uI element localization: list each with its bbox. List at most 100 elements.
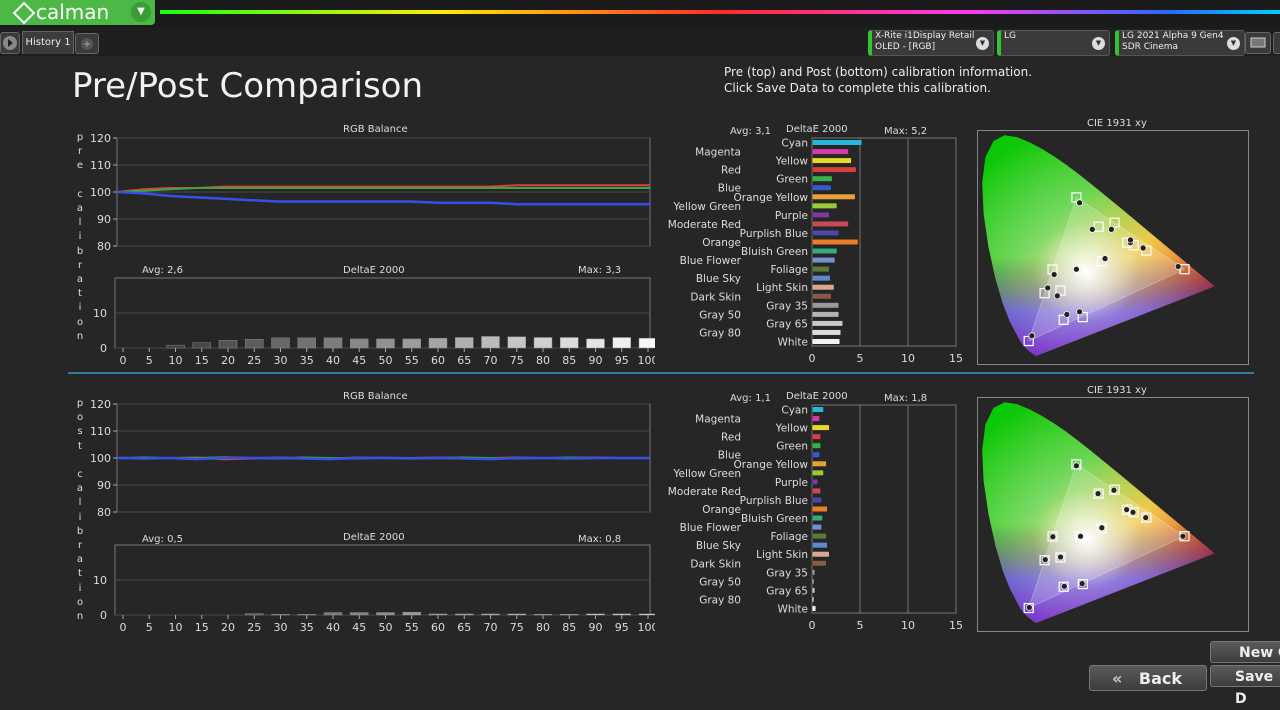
y-tick-label: 120 bbox=[90, 400, 111, 411]
bar bbox=[811, 175, 833, 182]
chevron-down-icon: ▼ bbox=[1227, 37, 1240, 50]
extra-button[interactable] bbox=[1273, 32, 1280, 54]
tab-history-1[interactable]: History 1 bbox=[22, 31, 74, 54]
display-select[interactable]: LG 2021 Alpha 9 Gen4 SDR Cinema ▼ bbox=[1115, 30, 1245, 56]
side-label-char: c bbox=[77, 188, 83, 200]
category-label: Gray 65 bbox=[766, 585, 808, 597]
spectral-locus-white bbox=[982, 402, 1215, 623]
x-tick-label: 55 bbox=[405, 354, 419, 366]
save-data-button[interactable]: Save D bbox=[1210, 665, 1280, 707]
bar bbox=[811, 248, 838, 255]
x-tick-label: 45 bbox=[352, 354, 366, 366]
section-divider bbox=[68, 372, 1254, 374]
category-label: Blue Sky bbox=[696, 273, 741, 285]
bar bbox=[455, 613, 474, 616]
pre-rgb-balance-chart: 80 90 100 110 120 bbox=[90, 134, 651, 253]
new-calibration-button[interactable]: New C bbox=[1210, 641, 1280, 663]
bar bbox=[560, 337, 579, 349]
y-tick-label: 90 bbox=[97, 213, 111, 226]
bar bbox=[811, 533, 827, 540]
bar bbox=[811, 302, 840, 309]
bar bbox=[481, 336, 500, 349]
x-tick-label: 0 bbox=[120, 354, 127, 366]
category-label: Blue Flower bbox=[680, 255, 742, 267]
bar bbox=[507, 613, 526, 616]
play-button[interactable] bbox=[0, 32, 20, 54]
side-label-char: e bbox=[76, 160, 84, 172]
x-tick-label: 5 bbox=[146, 621, 153, 633]
y-tick-label: 110 bbox=[90, 159, 111, 172]
meter-select[interactable]: X-Rite i1Display Retail OLED - [RGB] ▼ bbox=[868, 30, 994, 56]
category-label: Red bbox=[721, 165, 741, 177]
source-select[interactable]: LG ▼ bbox=[997, 30, 1110, 56]
series-line bbox=[116, 187, 650, 193]
x-tick-label: 10 bbox=[169, 621, 183, 633]
pre-color-avg: Avg: 3,1 bbox=[730, 126, 771, 137]
measured-point bbox=[1127, 236, 1134, 244]
back-button[interactable]: « Back bbox=[1089, 665, 1207, 691]
bar bbox=[811, 487, 821, 494]
category-label: Bluish Green bbox=[741, 513, 808, 525]
x-tick-label: 25 bbox=[247, 621, 261, 633]
pre-color-max: Max: 5,2 bbox=[884, 126, 928, 137]
category-label: Cyan bbox=[781, 405, 808, 417]
target-marker bbox=[1023, 602, 1034, 614]
category-label: Orange bbox=[702, 237, 741, 249]
measured-point bbox=[1077, 532, 1084, 540]
measured-point bbox=[1073, 462, 1080, 470]
target-marker bbox=[1077, 579, 1088, 590]
bar bbox=[507, 336, 526, 349]
bar bbox=[533, 614, 553, 616]
bar bbox=[560, 614, 579, 616]
bar bbox=[218, 340, 238, 349]
add-tab-button[interactable]: + bbox=[75, 33, 99, 54]
calman-logo-button[interactable]: calman ▼ bbox=[0, 0, 155, 25]
bar bbox=[271, 337, 290, 349]
category-label: Blue Flower bbox=[680, 522, 742, 534]
category-label: Gray 80 bbox=[699, 327, 741, 339]
bar bbox=[811, 184, 832, 191]
bar bbox=[350, 338, 369, 349]
y-tick-label: 100 bbox=[90, 186, 111, 199]
y-tick-label: 80 bbox=[97, 240, 111, 253]
y-tick-label: 0 bbox=[100, 609, 107, 622]
chevron-down-icon[interactable]: ▼ bbox=[131, 2, 151, 22]
bar bbox=[612, 337, 631, 349]
target-marker bbox=[1075, 531, 1086, 542]
x-tick-label: 65 bbox=[457, 621, 471, 633]
x-tick-label: 80 bbox=[536, 621, 550, 633]
post-color-title: DeltaE 2000 bbox=[786, 391, 848, 402]
bar bbox=[811, 139, 863, 146]
category-label: Yellow bbox=[775, 423, 809, 435]
side-label-char: a bbox=[76, 554, 84, 566]
target-marker bbox=[1047, 531, 1058, 542]
bar bbox=[811, 157, 852, 164]
side-label-char: a bbox=[76, 483, 84, 495]
monitor-icon bbox=[1250, 37, 1266, 48]
target-marker bbox=[1141, 512, 1152, 523]
bar bbox=[811, 229, 840, 236]
y-tick-label: 110 bbox=[90, 425, 111, 438]
pre-color-title: DeltaE 2000 bbox=[786, 124, 848, 135]
category-label: Orange Yellow bbox=[734, 192, 809, 204]
category-label: Gray 35 bbox=[766, 300, 808, 312]
back-button-label: Back bbox=[1138, 669, 1182, 688]
post-gray-max: Max: 0,8 bbox=[578, 534, 622, 545]
x-tick-label: 0 bbox=[120, 621, 127, 633]
bar bbox=[428, 337, 448, 349]
side-label-char: o bbox=[76, 412, 84, 424]
measured-point bbox=[1123, 506, 1130, 513]
bar bbox=[811, 569, 816, 576]
x-tick-label: 95 bbox=[615, 354, 629, 366]
bar bbox=[297, 337, 316, 349]
x-tick-label: 15 bbox=[949, 619, 963, 632]
display-settings-button[interactable] bbox=[1245, 32, 1271, 54]
target-marker bbox=[1055, 552, 1066, 563]
measured-point bbox=[1063, 311, 1071, 318]
category-label: Blue Sky bbox=[696, 540, 741, 552]
measured-point bbox=[1025, 604, 1033, 611]
target-marker bbox=[1058, 581, 1069, 592]
post-gray-avg: Avg: 0,5 bbox=[142, 534, 183, 545]
x-tick-label: 60 bbox=[431, 621, 445, 633]
